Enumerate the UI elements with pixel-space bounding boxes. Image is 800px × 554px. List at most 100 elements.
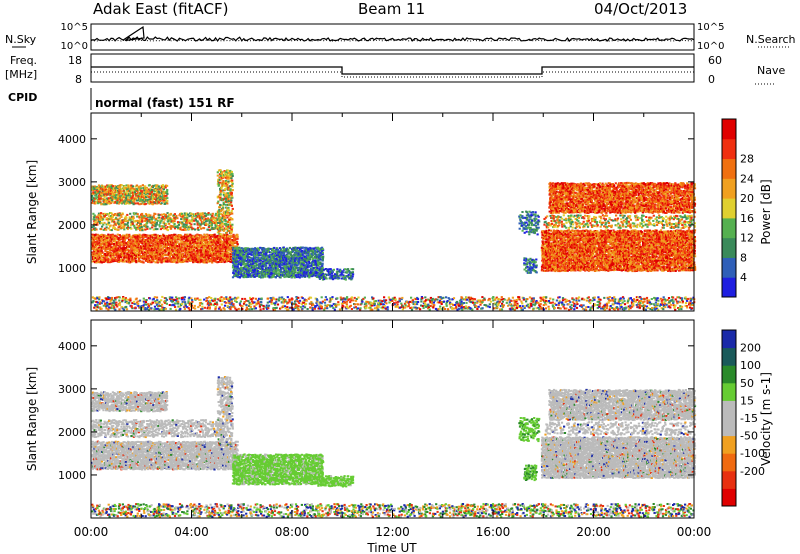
data-cell	[166, 203, 168, 205]
data-cell	[526, 217, 528, 219]
data-cell	[142, 251, 144, 253]
data-cell	[174, 220, 176, 222]
data-cell	[144, 229, 146, 231]
data-cell	[152, 252, 154, 254]
data-cell	[149, 228, 151, 230]
data-cell	[117, 220, 119, 222]
freq-label: Freq.	[10, 54, 37, 67]
data-cell	[163, 201, 165, 203]
data-cell	[281, 250, 283, 252]
data-cell	[113, 243, 115, 245]
data-cell	[148, 219, 150, 221]
data-cell	[110, 225, 112, 227]
data-cell	[226, 232, 228, 234]
data-cell	[161, 220, 163, 222]
data-cell	[227, 192, 229, 194]
data-cell	[185, 229, 187, 231]
data-cell	[178, 224, 180, 226]
data-cell	[170, 228, 172, 230]
data-cell	[192, 217, 194, 219]
data-cell	[133, 225, 135, 227]
data-cell	[107, 220, 109, 222]
data-cell	[352, 273, 354, 275]
data-cell	[166, 193, 168, 195]
data-cell	[526, 211, 528, 213]
nsky-label: N.Sky	[5, 33, 37, 46]
data-cell	[124, 239, 126, 241]
data-cell	[154, 213, 156, 215]
data-cell	[227, 207, 229, 209]
data-cell	[95, 229, 97, 231]
data-cell	[101, 226, 103, 228]
data-cell	[167, 229, 169, 231]
noise-tick-top-left: 10^5	[61, 22, 88, 33]
data-cell	[237, 243, 239, 245]
data-cell	[108, 197, 110, 199]
data-cell	[123, 196, 125, 198]
data-cell	[102, 218, 104, 220]
cpid-value: normal (fast) 151 RF	[95, 96, 235, 110]
data-cell	[229, 221, 231, 223]
data-cell	[117, 234, 119, 236]
data-cell	[287, 250, 289, 252]
data-cell	[326, 278, 328, 280]
data-cell	[227, 181, 229, 183]
data-cell	[175, 215, 177, 217]
data-cell	[111, 229, 113, 231]
data-cell	[309, 259, 311, 261]
data-cell	[333, 269, 335, 271]
data-cell	[322, 256, 324, 258]
data-cell	[347, 268, 349, 270]
data-cell	[188, 228, 190, 230]
data-cell	[345, 279, 347, 281]
data-cell	[338, 277, 340, 279]
data-cell	[163, 257, 165, 259]
data-cell	[183, 220, 185, 222]
data-cell	[231, 195, 233, 197]
data-cell	[232, 175, 234, 177]
data-cell	[131, 247, 133, 249]
data-cell	[177, 241, 179, 243]
data-cell	[205, 218, 207, 220]
data-cell	[236, 234, 238, 236]
data-cell	[332, 271, 334, 273]
data-cell	[521, 215, 523, 217]
data-cell	[157, 220, 159, 222]
data-cell	[132, 185, 134, 187]
data-cell	[174, 226, 176, 228]
data-cell	[100, 212, 102, 214]
data-cell	[161, 214, 163, 216]
data-cell	[93, 259, 95, 261]
data-cell	[200, 219, 202, 221]
data-cell	[204, 212, 206, 214]
data-cell	[532, 211, 534, 213]
data-cell	[231, 186, 233, 188]
data-cell	[120, 188, 122, 190]
noise-panel-frame	[91, 24, 694, 50]
data-cell	[100, 245, 102, 247]
data-cell	[125, 217, 127, 219]
data-cell	[160, 195, 162, 197]
data-cell	[351, 277, 353, 279]
data-cell	[231, 229, 233, 231]
data-cell	[218, 215, 220, 217]
data-cell	[165, 254, 167, 256]
data-cell	[149, 184, 151, 186]
data-cell	[170, 213, 172, 215]
data-cell	[194, 223, 196, 225]
data-cell	[231, 218, 233, 220]
data-cell	[154, 221, 156, 223]
data-cell	[521, 222, 523, 224]
data-cell	[143, 262, 145, 264]
data-cell	[227, 221, 229, 223]
data-cell	[223, 185, 225, 187]
data-cell	[179, 227, 181, 229]
data-cell	[140, 223, 142, 225]
data-cell	[232, 189, 234, 191]
data-cell	[122, 213, 124, 215]
data-cell	[127, 197, 129, 199]
data-cell	[141, 226, 143, 228]
data-cell	[152, 237, 154, 239]
data-cell	[146, 228, 148, 230]
